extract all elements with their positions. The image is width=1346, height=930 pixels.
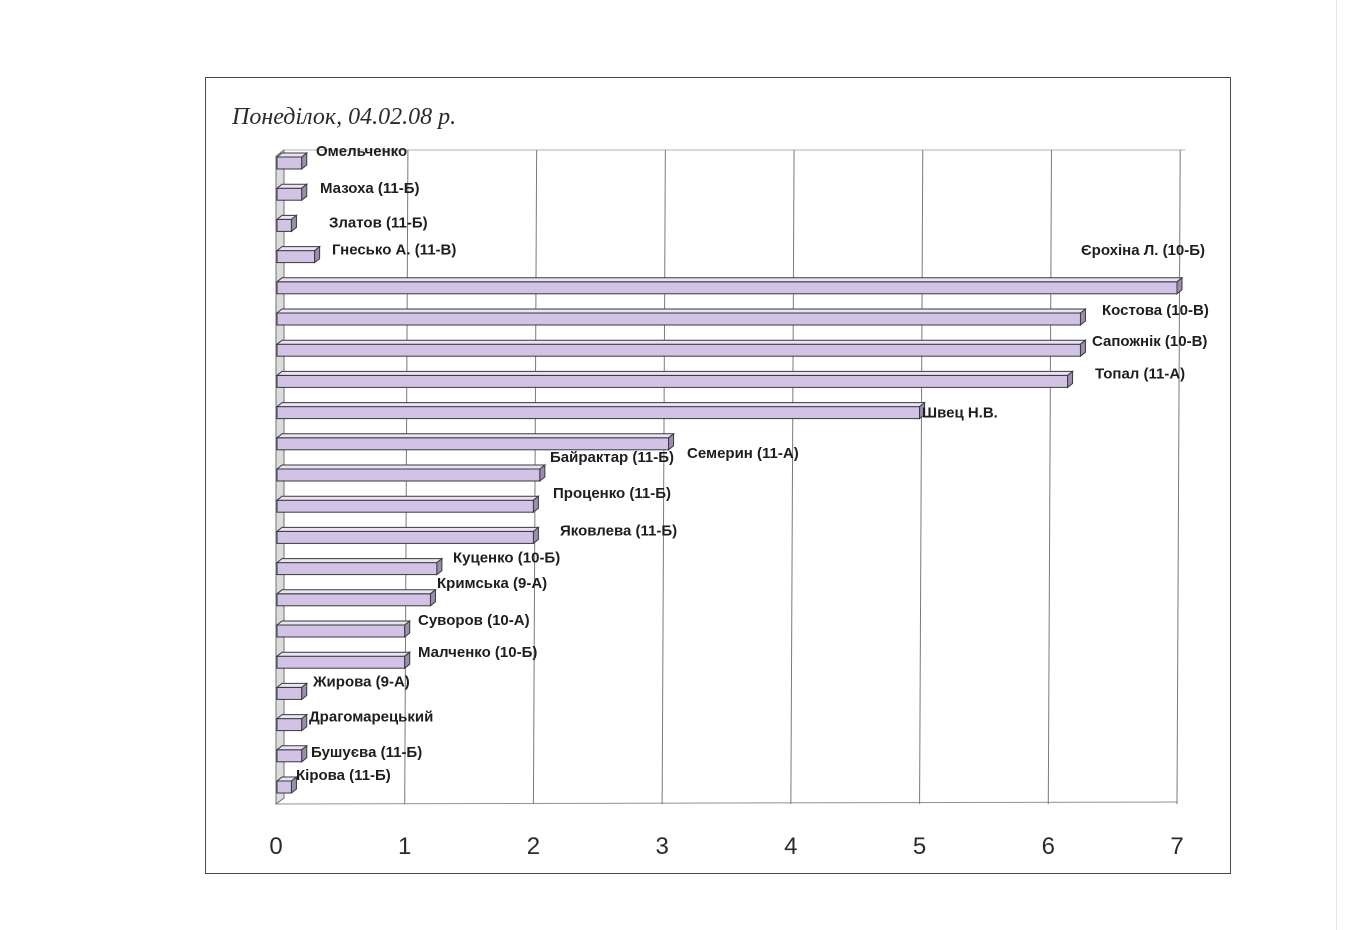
bar-label: Жирова (9-А): [312, 673, 410, 690]
bar-label: Куценко (10-Б): [453, 550, 560, 567]
bar-label: Швец Н.В.: [922, 405, 998, 422]
bar: [275, 526, 540, 545]
bar: [275, 619, 412, 639]
bar-label: Семерин (11-А): [687, 445, 799, 462]
bar-label: Омельченко: [316, 143, 407, 160]
bar: [275, 151, 309, 171]
x-tick-label: 6: [1042, 833, 1055, 860]
x-tick-label: 5: [913, 833, 926, 860]
bar: [275, 682, 309, 701]
x-tick-label: 4: [784, 833, 797, 860]
gridline: [661, 149, 666, 805]
bar-label: Суворов (10-А): [418, 612, 530, 629]
x-tick-label: 2: [527, 833, 540, 860]
bar-label: Драгомарецький: [309, 709, 433, 726]
bar: [275, 245, 322, 264]
bar: [275, 588, 437, 607]
bars-layer: [275, 151, 1184, 795]
bar: [275, 744, 309, 763]
bar-label: Проценко (11-Б): [553, 485, 671, 502]
gridline: [790, 149, 795, 805]
x-tick-label: 7: [1170, 833, 1183, 860]
bar-label: Златов (11-Б): [329, 214, 428, 231]
bar: [275, 401, 926, 420]
bar: [275, 651, 412, 670]
bar: [275, 276, 1184, 295]
bar-label: Бушуєва (11-Б): [311, 744, 422, 761]
bar-label: Байрактар (11-Б): [550, 449, 674, 466]
bar: [275, 432, 676, 451]
chart-frame: [205, 77, 1231, 874]
gridline: [1176, 149, 1181, 805]
x-ticks-layer: 0 1 2 3 4 5 6 7: [269, 833, 1183, 860]
bar: [275, 557, 444, 576]
x-tick-label: 0: [269, 833, 282, 860]
bar-label: Малченко (10-Б): [418, 644, 537, 661]
bar: [275, 183, 309, 202]
bar-label: Яковлева (11-Б): [560, 522, 677, 539]
scan-edge-line: [1336, 0, 1337, 930]
bar-label: Кірова (11-Б): [296, 767, 391, 784]
bar-label: Сапожнік (10-В): [1092, 333, 1207, 350]
bar-label: Гнесько А. (11-В): [332, 242, 456, 259]
bar: [275, 775, 298, 795]
x-tick-label: 3: [655, 833, 668, 860]
chart-title: Понеділок, 04.02.08 р.: [232, 104, 457, 130]
bar: [275, 307, 1087, 327]
bar-label: Мазоха (11-Б): [320, 180, 420, 197]
bar-label: Топал (11-А): [1095, 365, 1185, 382]
gridline: [919, 149, 924, 805]
bar-label: Єрохіна Л. (10-Б): [1081, 242, 1205, 259]
bar: [275, 370, 1075, 389]
gridline: [1047, 149, 1052, 805]
x-tick-label: 1: [398, 833, 411, 860]
bar: [275, 463, 547, 483]
bar: [275, 495, 540, 514]
labels-layer: Омельченко Мазоха (11-Б) Златов (11-Б) Гнес…: [296, 143, 1209, 784]
bar: [275, 214, 298, 233]
bar-label: Костова (10-В): [1102, 302, 1209, 319]
bar: [275, 713, 309, 732]
floor-edge: [275, 801, 1178, 805]
bar-label: Кримська (9-А): [437, 575, 547, 592]
bar: [275, 339, 1087, 358]
